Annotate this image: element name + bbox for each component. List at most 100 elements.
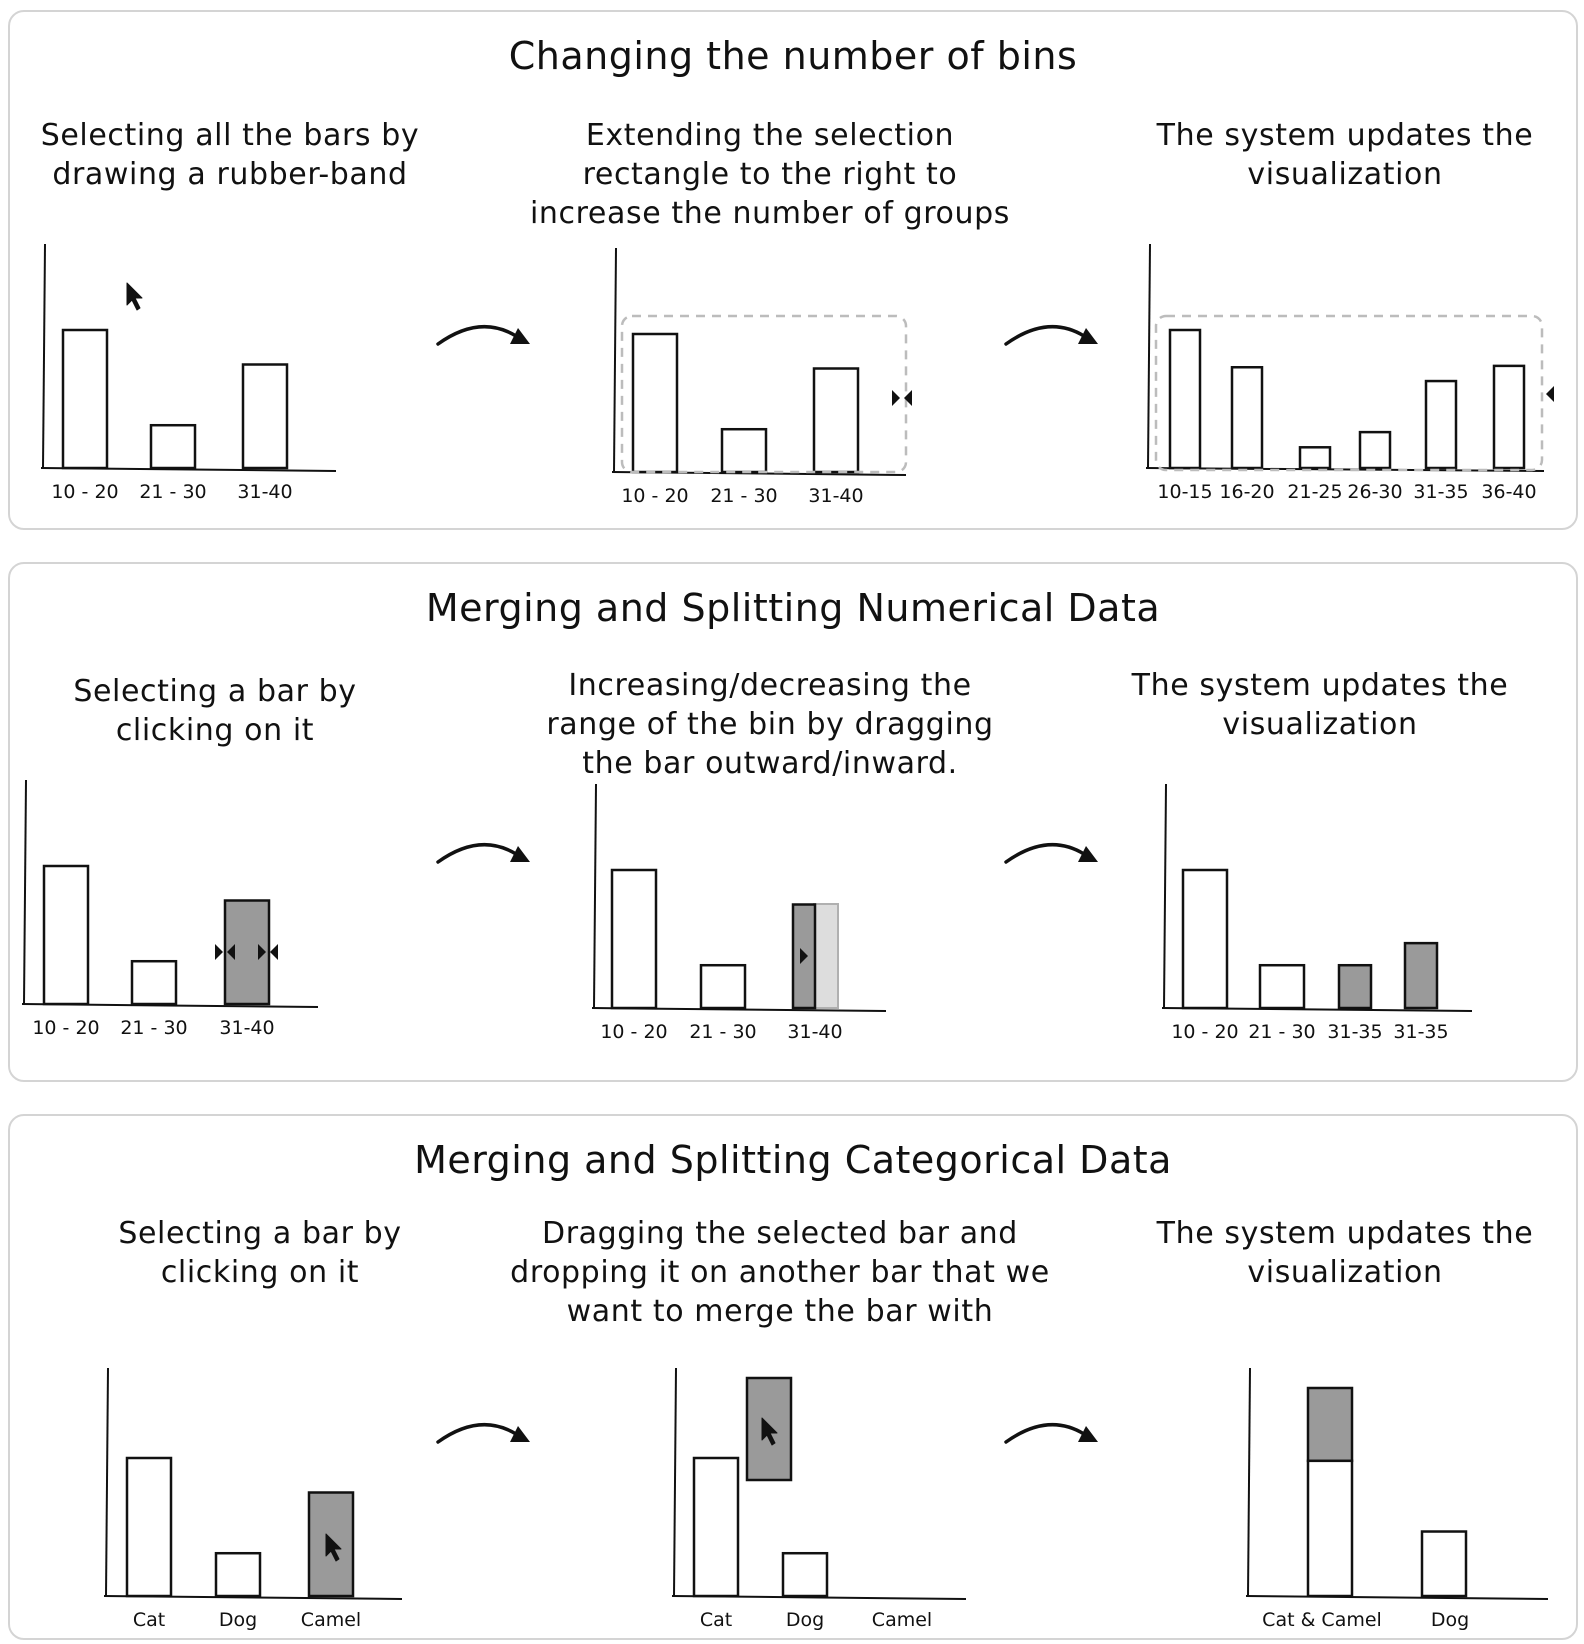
bar	[1337, 963, 1373, 1010]
bar	[1298, 446, 1332, 470]
section-title: Merging and Splitting Categorical Data	[414, 1138, 1172, 1182]
step-caption: The system updates the visualization	[1156, 118, 1534, 192]
resize-handle-icon	[1546, 386, 1554, 402]
resize-handle-icon	[904, 390, 912, 406]
x-axis	[1245, 1595, 1549, 1600]
tick-label: 31-40	[808, 485, 863, 507]
tick-label: 36-40	[1481, 481, 1536, 503]
ghost-bar-extension	[813, 903, 839, 1009]
resize-handle-icon	[227, 944, 235, 960]
tick-label: Cat	[133, 1609, 165, 1631]
curved-arrow-icon	[510, 846, 530, 862]
tick-label: 21 - 30	[139, 481, 206, 503]
bar-chart: 10 - 20 21 - 30 31-35 31-35	[1161, 783, 1473, 1043]
tick-label: 26-30	[1347, 481, 1402, 503]
step-caption: Selecting a bar by clicking on it	[118, 1216, 402, 1290]
curved-arrow-icon	[436, 842, 518, 864]
curved-arrow-icon	[510, 328, 530, 344]
bar-chart: Cat Dog Camel	[671, 1367, 967, 1631]
section-title: Merging and Splitting Numerical Data	[425, 586, 1161, 630]
bar	[241, 363, 289, 470]
bar	[1168, 328, 1202, 470]
y-axis	[673, 1367, 677, 1597]
tick-label: 10 - 20	[32, 1017, 99, 1039]
bar	[1306, 1459, 1354, 1598]
step-caption: The system updates the visualization	[1156, 1216, 1534, 1290]
bar	[1258, 963, 1306, 1010]
tick-label: 10 - 20	[51, 481, 118, 503]
bar	[631, 332, 679, 474]
bar	[1403, 941, 1439, 1010]
tick-label: 10 - 20	[621, 485, 688, 507]
cursor-arrow-icon	[761, 1417, 778, 1446]
tick-label: 31-35	[1393, 1021, 1448, 1043]
step-caption: Selecting all the bars by drawing a rubb…	[40, 118, 420, 192]
y-axis	[613, 247, 617, 473]
tick-label: 10 - 20	[600, 1021, 667, 1043]
tick-label: Cat & Camel	[1262, 1609, 1382, 1631]
bar-chart: 10-15 16-20 21-25 26-30 31-35 36-40	[1145, 243, 1545, 503]
tick-label: 31-35	[1327, 1021, 1382, 1043]
curved-arrow-icon	[1078, 328, 1098, 344]
bar	[61, 328, 109, 470]
tick-label: 31-40	[237, 481, 292, 503]
curved-arrow-icon	[1078, 846, 1098, 862]
curved-arrow-icon	[1078, 1426, 1098, 1442]
bar	[125, 1456, 173, 1598]
step-caption: Dragging the selected bar and dropping i…	[510, 1216, 1050, 1329]
resize-handle-icon	[892, 390, 900, 406]
tick-label: 16-20	[1219, 481, 1274, 503]
bar-chart: 10 - 20 21 - 30 31-40	[611, 247, 907, 507]
tick-label: 21 - 30	[120, 1017, 187, 1039]
bar	[1306, 1386, 1354, 1463]
bar	[692, 1456, 740, 1598]
bar	[699, 963, 747, 1010]
bar	[1358, 430, 1392, 470]
bar	[1492, 364, 1526, 470]
bar-chart: Cat & Camel Dog	[1245, 1367, 1549, 1631]
bar	[1420, 1530, 1468, 1598]
x-axis	[1145, 467, 1545, 472]
tick-label: Dog	[786, 1609, 824, 1631]
bar	[812, 367, 860, 474]
step-caption: Increasing/decreasing the range of the b…	[546, 668, 994, 781]
bar	[610, 868, 658, 1010]
step-caption: Extending the selection rectangle to the…	[530, 118, 1010, 231]
bar	[42, 864, 90, 1006]
curved-arrow-icon	[1004, 842, 1086, 864]
y-axis	[1163, 783, 1167, 1009]
tick-label: 31-35	[1413, 481, 1468, 503]
tick-label: 31-40	[219, 1017, 274, 1039]
curved-arrow-icon	[436, 324, 518, 346]
tick-label: 21 - 30	[1248, 1021, 1315, 1043]
tick-label: Camel	[872, 1609, 932, 1631]
y-axis	[23, 779, 27, 1005]
section-title: Changing the number of bins	[508, 34, 1078, 78]
cursor-arrow-icon	[126, 282, 143, 311]
curved-arrow-icon	[436, 1422, 518, 1444]
tick-label: 10 - 20	[1171, 1021, 1238, 1043]
curved-arrow-icon	[510, 1426, 530, 1442]
selection-rectangle	[620, 314, 908, 474]
bar	[1424, 379, 1458, 470]
bar	[214, 1551, 262, 1598]
bar	[149, 423, 197, 470]
cursor-arrow-icon	[325, 1533, 342, 1562]
bar	[1181, 868, 1229, 1010]
curved-arrow-icon	[1004, 324, 1086, 346]
bar	[130, 959, 178, 1006]
step-caption: The system updates the visualization	[1131, 668, 1509, 742]
y-axis	[1247, 1367, 1251, 1597]
tick-label: Dog	[1431, 1609, 1469, 1631]
resize-handle-icon	[800, 948, 808, 964]
bar-chart: 10 - 20 21 - 30 31-40	[40, 243, 337, 503]
step-caption: Selecting a bar by clicking on it	[73, 674, 357, 748]
curved-arrow-icon	[1004, 1422, 1086, 1444]
y-axis	[42, 243, 46, 469]
tick-label: Camel	[301, 1609, 361, 1631]
tick-label: 10-15	[1157, 481, 1212, 503]
bar-chart: 10 - 20 21 - 30 31-40	[591, 783, 887, 1043]
resize-handle-icon	[258, 944, 266, 960]
resize-handle-icon	[270, 944, 278, 960]
